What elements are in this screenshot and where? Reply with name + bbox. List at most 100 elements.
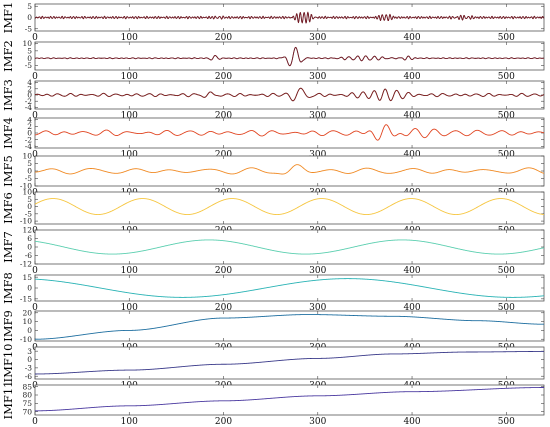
y-tick-label: 4 [27,78,32,87]
y-tick-label: 5 [27,195,32,204]
x-tick-label: 300 [309,303,326,313]
panel-label-imf7: IMF7 [1,231,15,263]
x-tick-label: 500 [498,150,515,160]
y-tick-label: 0 [27,167,32,176]
x-tick-label: 300 [309,417,326,427]
y-tick-label: -2 [25,97,33,106]
y-tick-label: 0 [27,91,32,100]
y-tick-label: -12 [20,260,32,269]
x-tick-label: 200 [215,111,232,121]
panel-frame [34,229,545,265]
y-tick-label: -6 [25,372,33,381]
x-tick-label: 300 [309,33,326,43]
x-tick-label: 200 [215,33,232,43]
panel-label-imf6: IMF6 [1,192,15,224]
y-tick-label: -4 [25,142,33,151]
y-tick-label: -5 [25,174,33,183]
x-tick-label: 200 [215,72,232,82]
series-overlay-imf3 [34,87,545,102]
x-tick-label: 400 [403,150,420,160]
y-tick-label: -5 [25,209,33,218]
x-tick-label: 100 [121,150,138,160]
panel-frame [34,274,545,302]
x-tick-label: 200 [215,417,232,427]
x-tick-label: 0 [32,303,38,313]
x-tick-label: 400 [403,72,420,82]
y-tick-label: 0 [27,355,32,364]
x-tick-label: 100 [121,33,138,43]
panel-frame [34,191,545,225]
y-tick-label: 10 [22,152,32,161]
y-tick-label: 80 [22,391,32,400]
x-tick-label: 400 [403,33,420,43]
series-line-imf10 [35,351,544,375]
y-tick-label: -10 [20,217,32,226]
panel-label-imf5: IMF5 [1,155,15,187]
x-tick-label: 500 [498,33,515,43]
y-tick-label: 5 [27,46,32,55]
x-tick-label: 300 [309,150,326,160]
y-tick-label: 0 [27,54,32,63]
y-tick-label: 0 [27,129,32,138]
panel-label-imf9: IMF9 [1,310,15,342]
y-tick-label: 15 [22,273,32,282]
y-tick-label: 0 [27,202,32,211]
panel-label-imf8: IMF8 [1,272,15,304]
y-tick-label: -5 [25,61,33,70]
x-tick-label: 200 [215,303,232,313]
x-tick-label: 0 [32,150,38,160]
x-tick-label: 400 [403,266,420,276]
y-tick-label: 75 [22,399,32,408]
y-tick-label: 85 [22,382,32,391]
x-tick-label: 100 [121,72,138,82]
y-tick-label: 12 [22,226,32,235]
y-tick-label: 0 [27,243,32,252]
x-tick-label: 400 [403,303,420,313]
x-tick-label: 300 [309,111,326,121]
x-tick-label: 0 [32,33,38,43]
series-overlay-imf1 [34,11,545,24]
x-tick-label: 300 [309,266,326,276]
series-overlay-imf2 [34,46,545,67]
y-tick-label: -4 [25,103,33,112]
panel-label-imf2: IMF2 [1,40,15,72]
x-tick-label: 200 [215,266,232,276]
y-tick-label: 0 [27,13,32,22]
x-tick-label: 100 [121,266,138,276]
series-line-imf7 [34,239,545,255]
y-tick-label: 5 [27,2,32,11]
y-tick-label: -5 [25,24,33,33]
y-tick-label: 0 [27,326,32,335]
series-line-imf8 [34,278,545,298]
x-tick-label: 500 [498,417,515,427]
y-tick-label: -10 [20,182,32,191]
panel-frame [34,310,545,342]
y-tick-label: -3 [25,363,33,372]
series-line-imf9 [34,314,545,340]
y-tick-label: 10 [22,39,32,48]
x-tick-label: 0 [32,266,38,276]
y-tick-label: 20 [22,308,32,317]
panel-label-imf10: IMF10 [1,344,15,383]
x-tick-label: 300 [309,72,326,82]
x-tick-label: 400 [403,111,420,121]
x-tick-label: 100 [121,417,138,427]
panel-frame [34,384,545,416]
x-tick-label: 0 [32,111,38,121]
x-tick-label: 200 [215,150,232,160]
series-line-imf6 [34,198,545,215]
x-tick-label: 0 [32,417,38,427]
panel-label-imf3: IMF3 [1,79,15,111]
y-tick-label: 2 [27,122,32,131]
y-tick-label: 10 [22,317,32,326]
series-line-imf5 [34,164,545,175]
x-tick-label: 100 [121,111,138,121]
x-tick-label: 500 [498,303,515,313]
x-tick-label: 0 [32,72,38,82]
y-tick-label: 6 [27,234,32,243]
panel-label-imf1: IMF1 [1,2,15,34]
y-tick-label: -6 [25,251,33,260]
panel-label-imf11: IMF11 [1,381,15,420]
y-tick-label: -2 [25,135,33,144]
x-tick-label: 500 [498,266,515,276]
